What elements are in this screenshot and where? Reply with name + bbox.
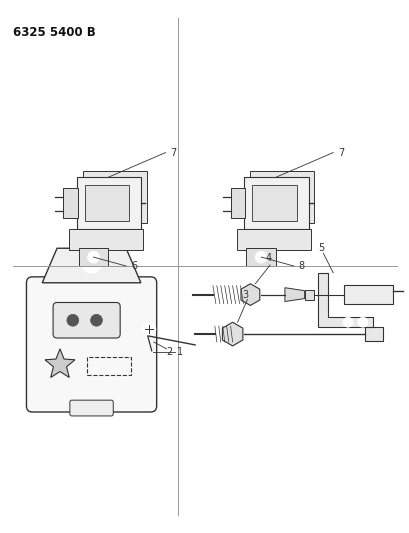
Bar [63,188,78,217]
Text: 6: 6 [131,261,137,271]
FancyBboxPatch shape [83,171,146,223]
Bar [69,229,142,250]
Circle shape [81,253,101,273]
Text: 8: 8 [298,261,304,271]
Text: 2: 2 [166,347,172,357]
Polygon shape [284,288,304,302]
Bar [79,248,108,266]
Bar [230,188,245,217]
Circle shape [342,317,352,327]
Text: 7: 7 [337,148,344,158]
Text: 6325 5400 B: 6325 5400 B [13,26,95,39]
Polygon shape [45,349,75,377]
FancyBboxPatch shape [53,303,120,338]
FancyBboxPatch shape [70,400,113,416]
FancyBboxPatch shape [76,177,141,229]
Bar [304,289,314,300]
Bar [252,185,296,221]
Circle shape [88,251,99,263]
Circle shape [255,251,267,263]
Circle shape [357,317,367,327]
Bar [364,327,382,341]
Bar [343,285,393,304]
Polygon shape [222,322,242,346]
Text: 5: 5 [318,243,324,253]
Text: 7: 7 [170,148,176,158]
Circle shape [142,322,155,336]
Bar [246,248,275,266]
Circle shape [90,314,102,326]
Circle shape [67,314,79,326]
Polygon shape [318,273,372,327]
Bar [86,357,131,375]
Text: 1: 1 [177,347,183,357]
Polygon shape [240,284,259,305]
Bar [236,229,310,250]
Bar [84,185,129,221]
Polygon shape [42,248,141,283]
FancyBboxPatch shape [244,177,308,229]
FancyBboxPatch shape [250,171,314,223]
Text: 4: 4 [265,253,271,263]
FancyBboxPatch shape [27,277,156,412]
Text: 3: 3 [242,289,248,300]
